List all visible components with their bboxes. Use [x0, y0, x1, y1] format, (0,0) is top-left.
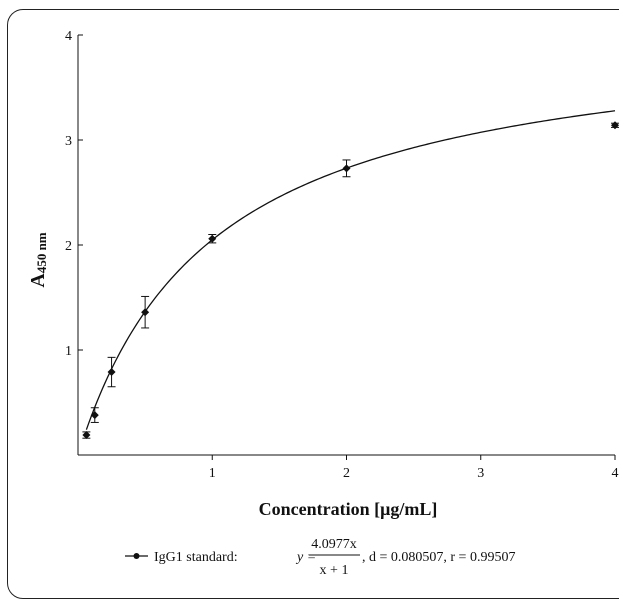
- y-tick-label: 3: [65, 134, 72, 149]
- legend: IgG1 standard: y = 4.0977x x + 1 , d = 0…: [125, 537, 515, 578]
- x-tick-label: 1: [209, 466, 216, 481]
- y-axis-title: A450 nm: [27, 232, 49, 287]
- data-point: [342, 164, 351, 173]
- data-points: [82, 121, 619, 440]
- data-point: [611, 121, 619, 130]
- data-point: [208, 234, 217, 243]
- y-tick-label: 4: [65, 29, 72, 44]
- legend-y-eq: y =: [295, 550, 316, 565]
- y-tick-label: 2: [65, 239, 72, 254]
- data-point: [82, 431, 91, 440]
- x-tick-label: 3: [477, 466, 484, 481]
- x-ticks: 1 2 3 4: [209, 455, 619, 481]
- y-axis-title-sub: 450 nm: [34, 232, 49, 273]
- legend-stats: , d = 0.080507, r = 0.99507: [362, 550, 515, 565]
- legend-dot-marker: [133, 553, 140, 559]
- y-tick-label: 1: [65, 344, 72, 359]
- x-tick-label: 4: [612, 466, 619, 481]
- x-axis-title: Concentration [μg/mL]: [259, 499, 438, 519]
- legend-denominator: x + 1: [320, 563, 349, 578]
- fit-curve: [85, 110, 616, 430]
- y-ticks: 1 2 3 4: [65, 29, 83, 359]
- axes: [77, 35, 615, 456]
- data-point: [90, 411, 99, 420]
- data-point: [141, 308, 150, 317]
- legend-label: IgG1 standard:: [154, 550, 238, 565]
- legend-numerator: 4.0977x: [311, 537, 357, 552]
- x-tick-label: 2: [343, 466, 350, 481]
- y-axis-title-main: A: [27, 273, 49, 288]
- data-point: [107, 368, 116, 377]
